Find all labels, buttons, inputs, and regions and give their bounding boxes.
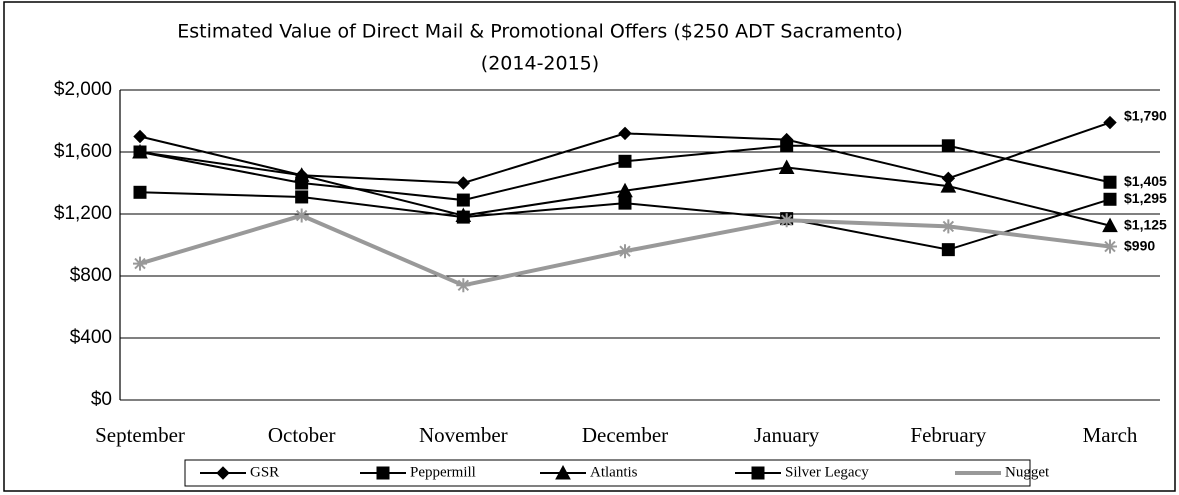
x-tick-label: January	[754, 423, 820, 447]
point	[295, 190, 309, 204]
chart-frame	[3, 1, 1176, 492]
point	[618, 154, 632, 168]
value-label: $990	[1124, 237, 1155, 253]
legend-marker	[555, 464, 571, 480]
chart-subtitle: (2014-2015)	[481, 53, 599, 75]
point	[780, 139, 794, 153]
point	[941, 139, 955, 153]
y-tick-label: $400	[70, 327, 112, 348]
point	[618, 126, 632, 141]
point	[133, 185, 147, 199]
point	[779, 213, 794, 228]
point	[293, 167, 310, 182]
point	[618, 196, 632, 210]
legend-label: GSR	[250, 464, 279, 480]
point	[940, 178, 957, 193]
value-label: $1,295	[1124, 190, 1167, 206]
x-tick-label: September	[95, 423, 185, 447]
y-tick-label: $1,200	[54, 203, 112, 224]
point	[294, 208, 309, 223]
point	[456, 193, 470, 207]
value-label: $1,405	[1124, 173, 1167, 189]
point	[1102, 217, 1118, 233]
point	[133, 256, 147, 271]
x-tick-label: December	[582, 423, 668, 447]
legend-marker	[376, 466, 390, 480]
point	[132, 143, 148, 159]
x-tick-label: February	[910, 423, 986, 447]
legend-marker	[216, 466, 230, 480]
legend-label: Nugget	[1005, 464, 1050, 480]
point	[1103, 192, 1117, 206]
x-tick-label: March	[1083, 423, 1138, 447]
y-tick-label: $0	[91, 389, 112, 410]
point	[1103, 239, 1117, 254]
value-label: $1,790	[1124, 107, 1167, 123]
legend-label: Atlantis	[590, 464, 638, 480]
point	[941, 243, 955, 257]
legend-marker	[751, 466, 765, 480]
point	[778, 159, 795, 174]
point	[456, 176, 471, 190]
value-label: $1,125	[1124, 216, 1167, 232]
x-tick-label: October	[268, 423, 336, 447]
legend-box	[184, 459, 1031, 487]
point	[133, 129, 147, 144]
point	[456, 210, 470, 224]
point	[1103, 115, 1117, 130]
y-tick-label: $2,000	[54, 79, 112, 100]
y-tick-label: $1,600	[54, 141, 112, 162]
legend-label: Peppermill	[410, 464, 476, 480]
point	[1103, 175, 1117, 189]
chart-title: Estimated Value of Direct Mail & Promoti…	[177, 21, 903, 43]
y-tick-label: $800	[70, 265, 112, 286]
point	[941, 219, 956, 234]
point	[618, 244, 632, 259]
point	[456, 278, 471, 293]
legend-label: Silver Legacy	[785, 464, 869, 480]
x-tick-label: November	[419, 423, 508, 447]
